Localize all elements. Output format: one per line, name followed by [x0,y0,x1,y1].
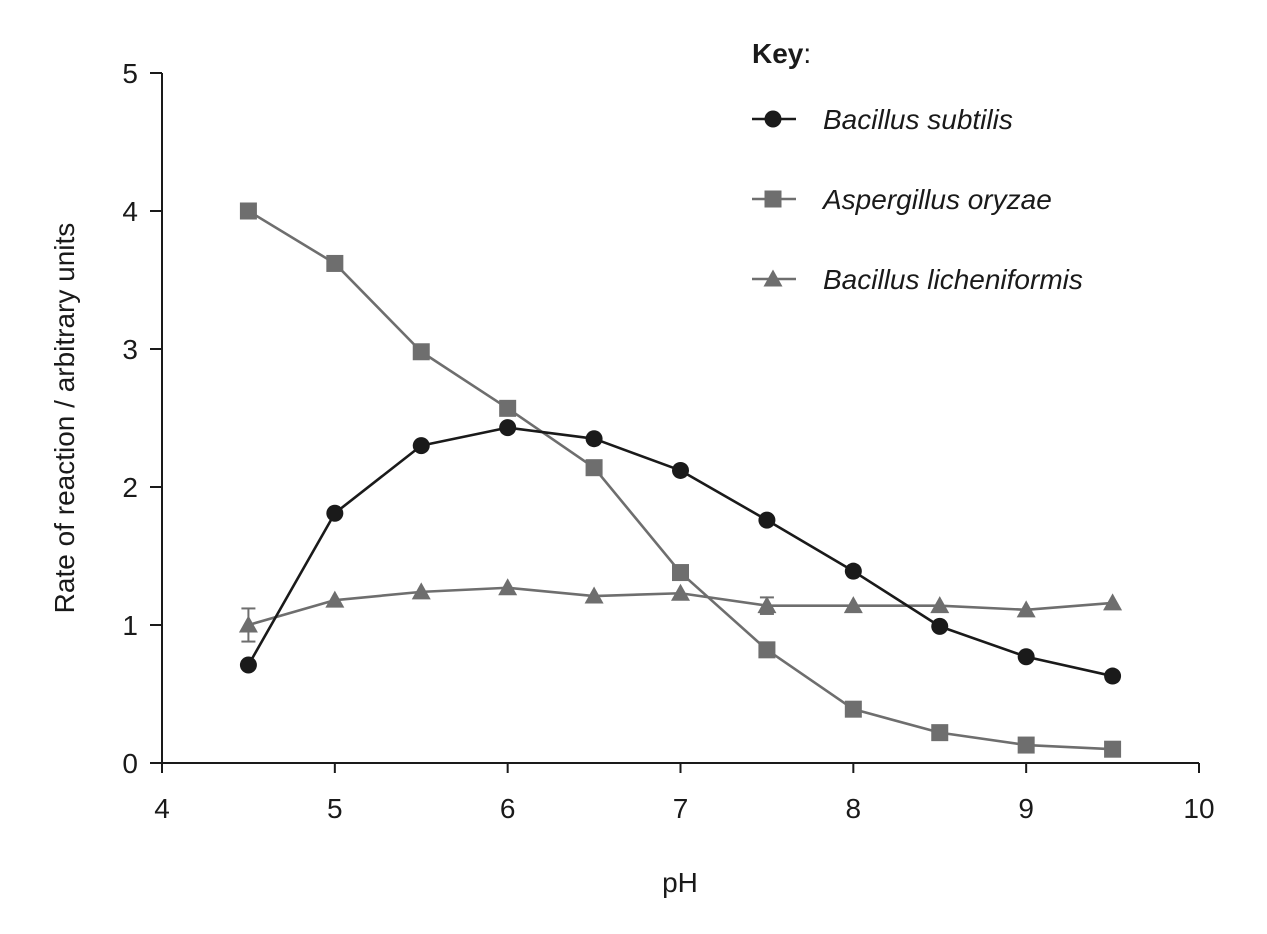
legend-label: Aspergillus oryzae [821,184,1052,215]
data-point [1103,593,1123,611]
legend-label: Bacillus licheniformis [823,264,1083,295]
data-point [238,615,258,633]
data-point [1017,736,1035,754]
y-tick-label: 5 [122,58,138,89]
data-point [326,254,344,272]
data-point [844,700,862,718]
data-point [931,617,949,635]
data-point [499,399,517,417]
data-point [844,562,862,580]
x-tick-label: 6 [500,793,516,824]
x-tick-label: 7 [673,793,689,824]
y-tick-label: 2 [122,472,138,503]
data-point [498,578,518,596]
data-point [1016,600,1036,618]
series-square [239,202,1122,758]
x-axis-title: pH [662,867,698,898]
legend-marker [764,110,782,128]
data-point [412,437,430,455]
data-point [672,461,689,479]
data-point [499,419,517,437]
data-point [239,656,257,674]
data-point [757,596,777,614]
y-tick-label: 3 [122,334,138,365]
x-tick-label: 10 [1183,793,1214,824]
data-point [843,596,863,614]
y-tick-label: 0 [122,748,138,779]
data-point [671,583,690,601]
x-tick-label: 9 [1018,793,1034,824]
x-tick-label: 4 [154,793,170,824]
data-point [1104,667,1122,685]
data-point [931,724,949,742]
data-point [1017,648,1035,666]
legend-item: Bacillus subtilis [752,104,1013,135]
y-tick-label: 1 [122,610,138,641]
data-point [325,590,345,608]
legend-label: Bacillus subtilis [823,104,1013,135]
legend-marker [764,190,782,208]
legend-items: Bacillus subtilis Aspergillus oryzae Bacil… [752,104,1083,295]
data-point [585,430,603,448]
series-triangle [238,578,1123,643]
legend-item: Bacillus licheniformis [752,264,1083,295]
data-point [930,596,950,614]
data-point [672,564,689,582]
legend-marker [763,269,783,287]
axes: 4 5 6 7 8 9 10 0 1 2 3 4 5 [122,58,1214,824]
legend-title-suffix: : [803,38,811,69]
data-point [411,582,431,600]
data-point [239,202,257,220]
y-tick-label: 4 [122,196,138,227]
data-point [758,641,776,659]
data-point [412,343,430,361]
data-point [1104,740,1122,758]
data-point [758,511,776,529]
legend: Key: Bacillus subtilis Aspergillus oryzae… [752,38,1083,295]
legend-item: Aspergillus oryzae [752,184,1052,215]
x-tick-label: 8 [846,793,862,824]
y-axis-title: Rate of reaction / arbitrary units [49,223,80,614]
data-point [585,459,603,477]
series-layer [238,202,1123,758]
series-circle [239,419,1122,685]
data-point [584,586,604,604]
data-point [326,504,344,522]
x-tick-label: 5 [327,793,343,824]
legend-title-bold: Key [752,38,804,69]
legend-title: Key: [752,38,811,69]
